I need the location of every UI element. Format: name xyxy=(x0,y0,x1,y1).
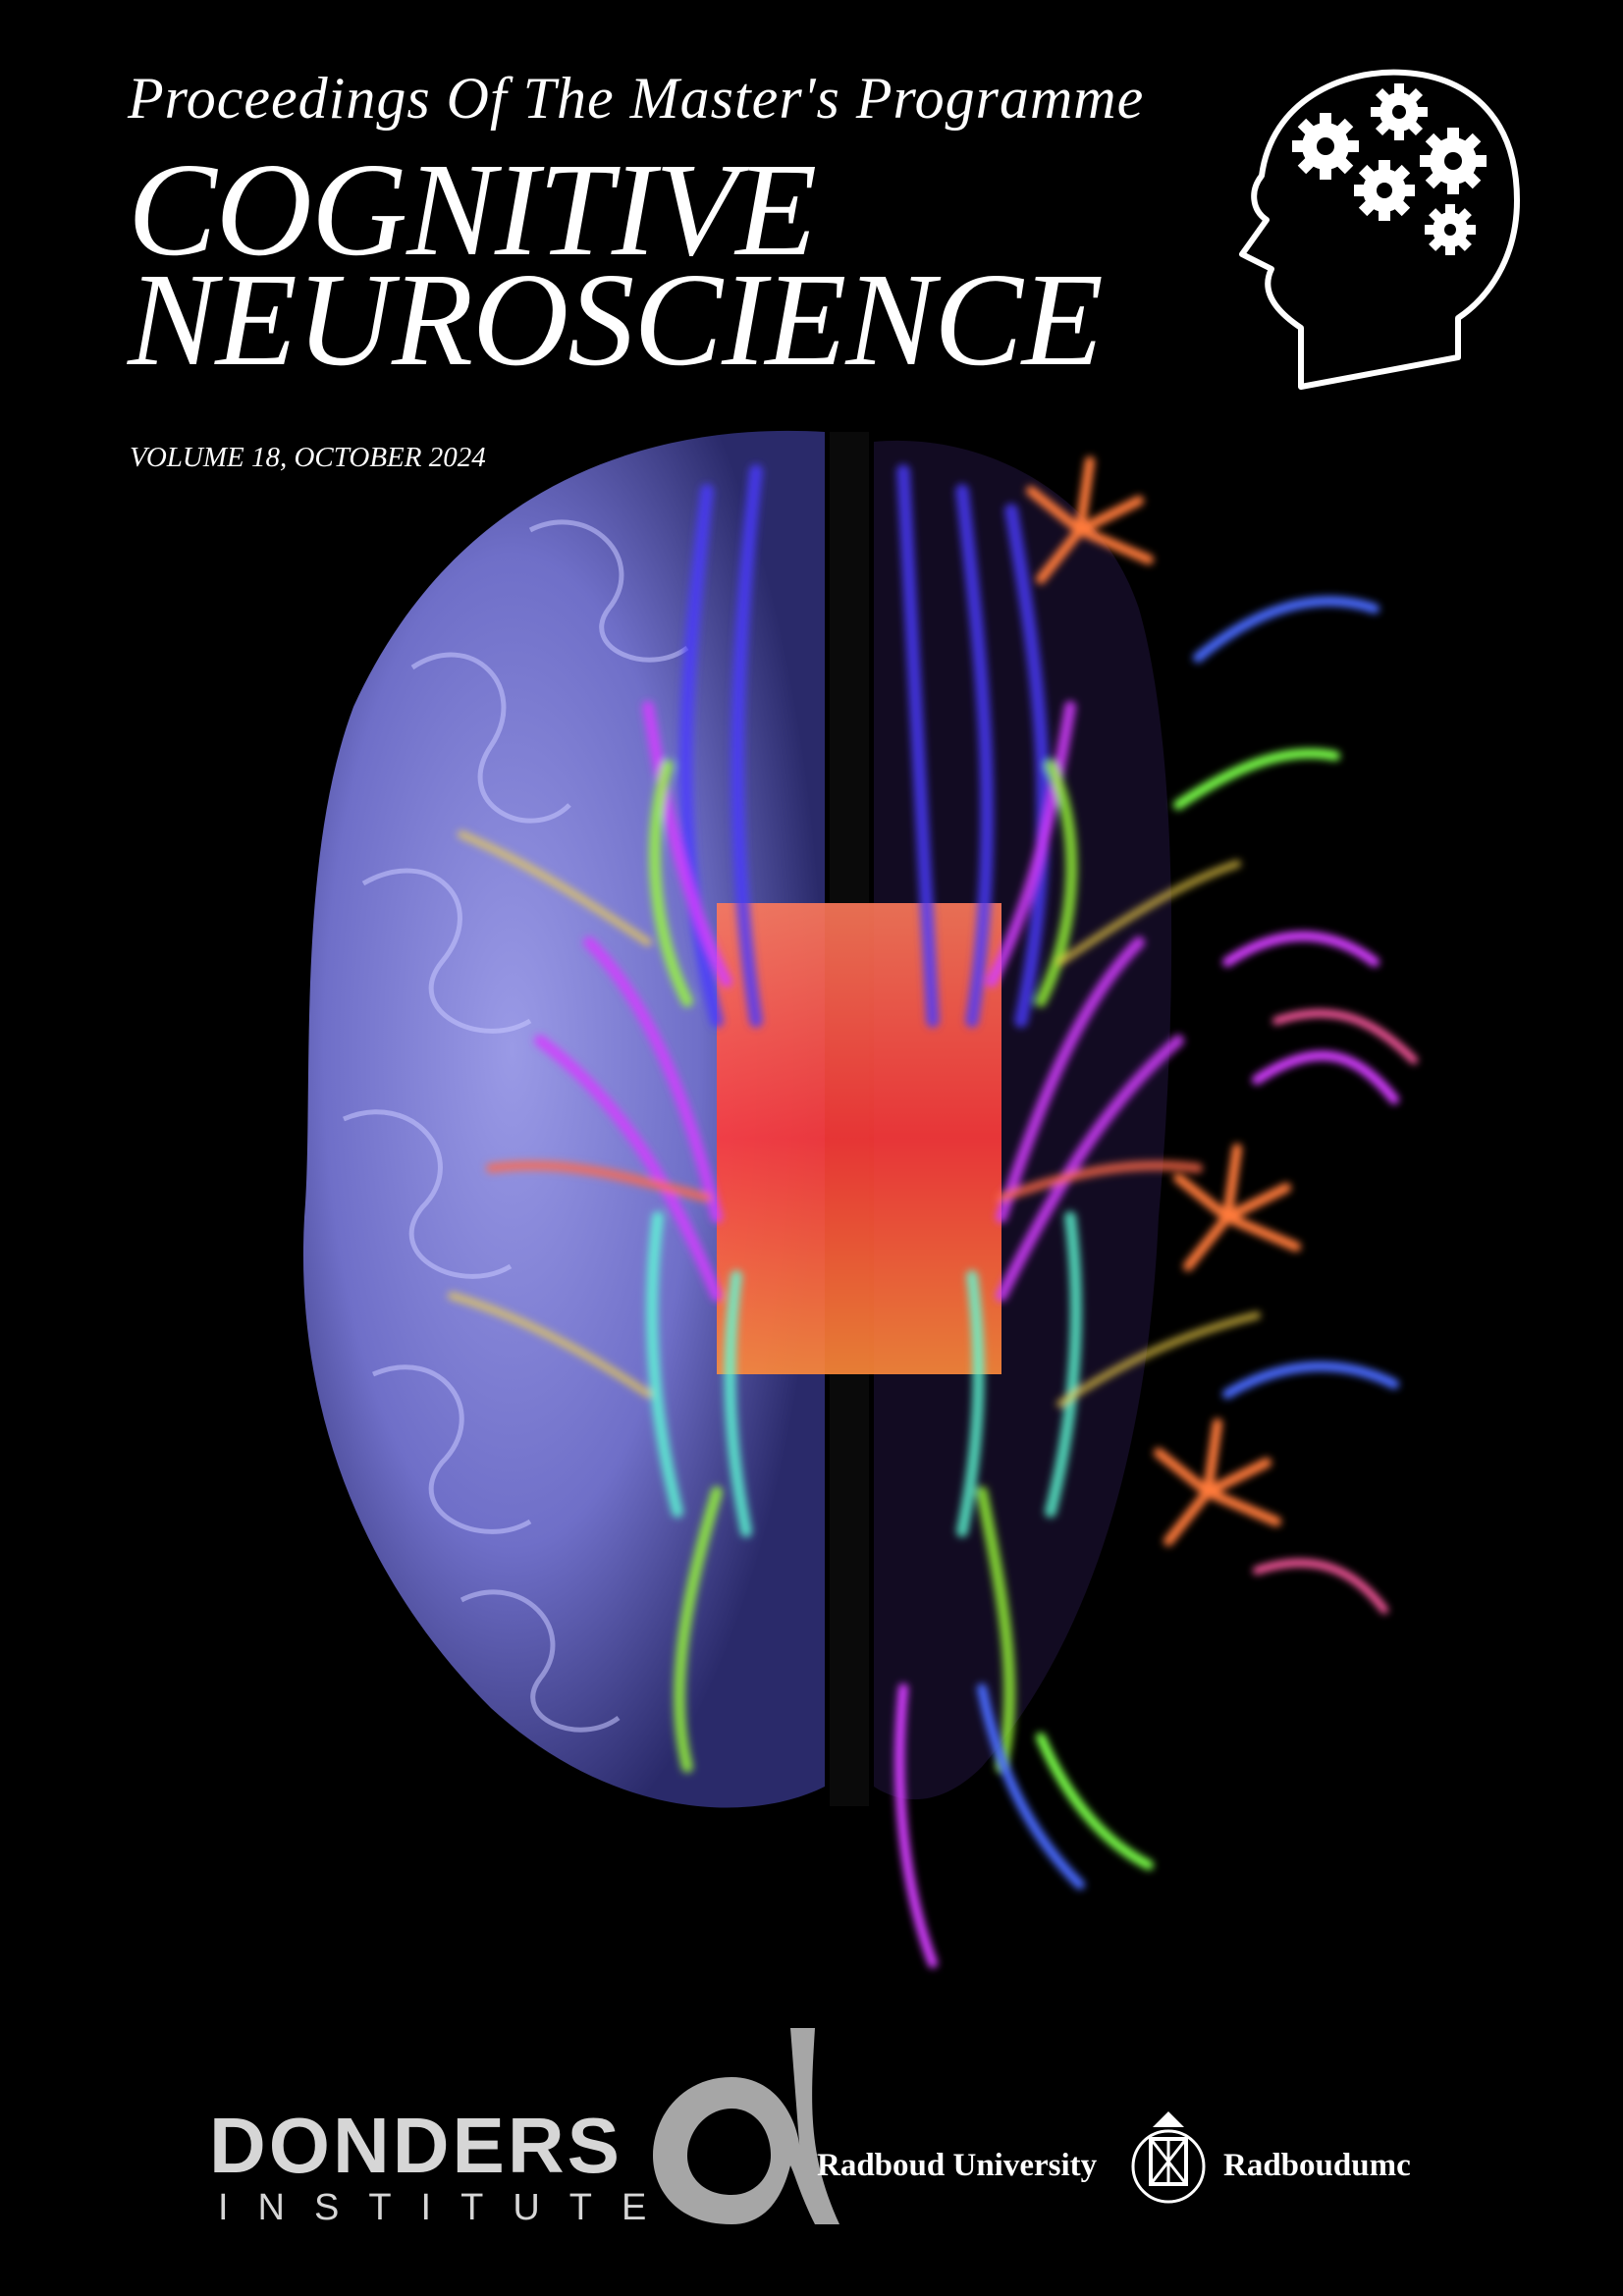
radboudumc-text: Radboudumc xyxy=(1223,2148,1411,2183)
cover-title-line-1: COGNITIVE xyxy=(128,136,817,284)
donders-logo-subtext: INSTITUTE xyxy=(218,2187,676,2228)
cover-title-line-2: NEUROSCIENCE xyxy=(128,246,1104,394)
donders-alpha-logo xyxy=(653,2028,839,2224)
donders-logo-text: DONDERS xyxy=(209,2102,623,2189)
cover-volume: VOLUME 18, OCTOBER 2024 xyxy=(130,442,486,473)
head-with-gears-icon xyxy=(1239,69,1520,390)
brain-tractography-artwork xyxy=(302,430,1418,1968)
radboud-seal-icon xyxy=(1131,2111,1206,2204)
cover-subtitle: Proceedings Of The Master's Programme xyxy=(128,66,1145,131)
radboud-university-text: Radboud University xyxy=(817,2148,1098,2183)
